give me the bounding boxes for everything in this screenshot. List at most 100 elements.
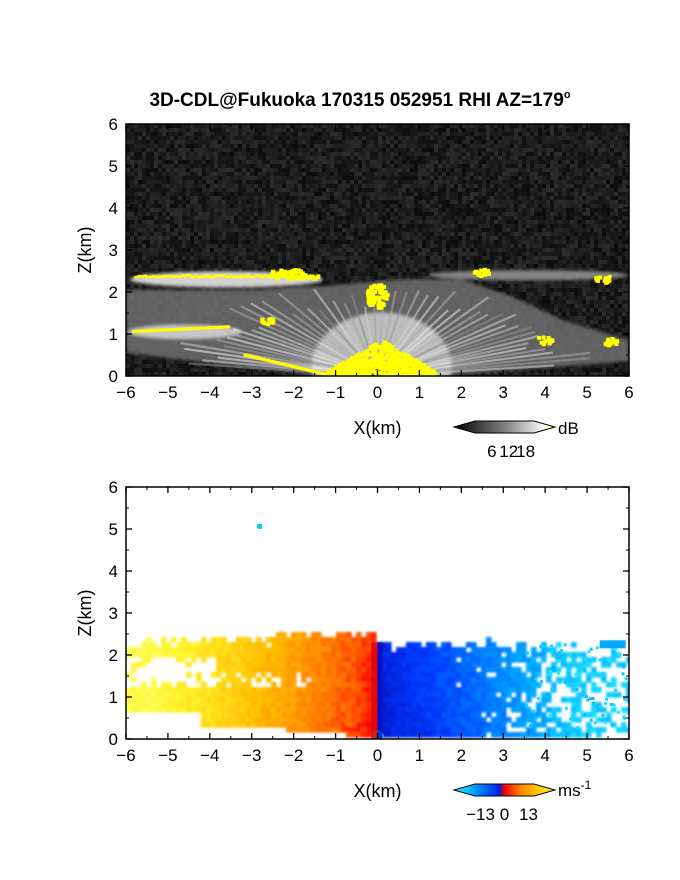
noise-pixel — [346, 232, 350, 236]
noise-pixel — [354, 252, 358, 256]
noise-pixel — [142, 172, 146, 176]
noise-pixel — [294, 200, 298, 204]
noise-pixel — [314, 124, 318, 128]
noise-pixel — [134, 240, 138, 244]
noise-pixel — [274, 200, 278, 204]
noise-pixel — [350, 140, 354, 144]
noise-pixel — [150, 200, 154, 204]
noise-pixel — [230, 184, 234, 188]
noise-pixel — [282, 156, 286, 160]
noise-pixel — [182, 256, 186, 260]
noise-pixel — [238, 204, 242, 208]
noise-pixel — [302, 164, 306, 168]
noise-pixel — [282, 200, 286, 204]
noise-pixel — [230, 268, 234, 272]
noise-pixel — [370, 140, 374, 144]
noise-pixel — [426, 220, 430, 224]
noise-pixel — [342, 200, 346, 204]
noise-pixel — [166, 132, 170, 136]
noise-pixel — [294, 372, 298, 376]
noise-pixel — [298, 128, 302, 132]
noise-pixel — [246, 152, 250, 156]
noise-pixel — [350, 176, 354, 180]
noise-pixel — [386, 176, 390, 180]
noise-pixel — [438, 172, 442, 176]
noise-pixel — [442, 184, 446, 188]
noise-pixel — [182, 372, 186, 376]
noise-pixel — [306, 268, 310, 272]
noise-pixel — [294, 252, 298, 256]
noise-pixel — [214, 208, 218, 212]
noise-pixel — [278, 176, 282, 180]
noise-pixel — [314, 188, 318, 192]
noise-pixel — [170, 128, 174, 132]
noise-pixel — [170, 240, 174, 244]
noise-pixel — [254, 232, 258, 236]
noise-pixel — [414, 164, 418, 168]
noise-pixel — [198, 244, 202, 248]
noise-pixel — [394, 204, 398, 208]
noise-pixel — [190, 264, 194, 268]
noise-pixel — [246, 216, 250, 220]
noise-pixel — [190, 220, 194, 224]
noise-pixel — [142, 372, 146, 376]
noise-pixel — [178, 232, 182, 236]
noise-pixel — [146, 136, 150, 140]
noise-pixel — [390, 172, 394, 176]
noise-pixel — [402, 276, 406, 280]
noise-pixel — [350, 192, 354, 196]
noise-pixel — [302, 172, 306, 176]
noise-pixel — [190, 172, 194, 176]
noise-pixel — [362, 272, 366, 276]
noise-pixel — [318, 252, 322, 256]
noise-pixel — [386, 156, 390, 160]
noise-pixel — [294, 160, 298, 164]
noise-pixel — [202, 124, 206, 128]
noise-pixel — [298, 252, 302, 256]
noise-pixel — [294, 204, 298, 208]
noise-pixel — [210, 180, 214, 184]
noise-pixel — [194, 220, 198, 224]
noise-pixel — [178, 236, 182, 240]
noise-pixel — [130, 184, 134, 188]
noise-pixel — [390, 124, 394, 128]
noise-pixel — [318, 248, 322, 252]
noise-pixel — [206, 224, 210, 228]
noise-pixel — [294, 168, 298, 172]
noise-pixel — [286, 164, 290, 168]
noise-pixel — [190, 136, 194, 140]
noise-pixel — [302, 232, 306, 236]
noise-pixel — [134, 148, 138, 152]
noise-pixel — [342, 136, 346, 140]
noise-pixel — [394, 240, 398, 244]
noise-pixel — [318, 216, 322, 220]
noise-pixel — [334, 236, 338, 240]
noise-pixel — [434, 220, 438, 224]
noise-pixel — [298, 180, 302, 184]
noise-pixel — [378, 164, 382, 168]
noise-pixel — [154, 140, 158, 144]
noise-pixel — [338, 176, 342, 180]
noise-pixel — [350, 280, 354, 284]
noise-pixel — [202, 256, 206, 260]
noise-pixel — [354, 184, 358, 188]
noise-pixel — [434, 176, 438, 180]
noise-pixel — [342, 160, 346, 164]
noise-pixel — [238, 172, 242, 176]
noise-pixel — [222, 244, 226, 248]
noise-pixel — [226, 148, 230, 152]
noise-pixel — [210, 244, 214, 248]
noise-pixel — [306, 160, 310, 164]
noise-pixel — [270, 156, 274, 160]
noise-pixel — [422, 128, 426, 132]
noise-pixel — [390, 272, 394, 276]
noise-pixel — [126, 156, 130, 160]
noise-pixel — [190, 268, 194, 272]
noise-pixel — [274, 128, 278, 132]
noise-pixel — [166, 228, 170, 232]
noise-pixel — [430, 276, 434, 280]
noise-pixel — [222, 220, 226, 224]
noise-pixel — [218, 152, 222, 156]
noise-pixel — [298, 184, 302, 188]
noise-pixel — [254, 144, 258, 148]
